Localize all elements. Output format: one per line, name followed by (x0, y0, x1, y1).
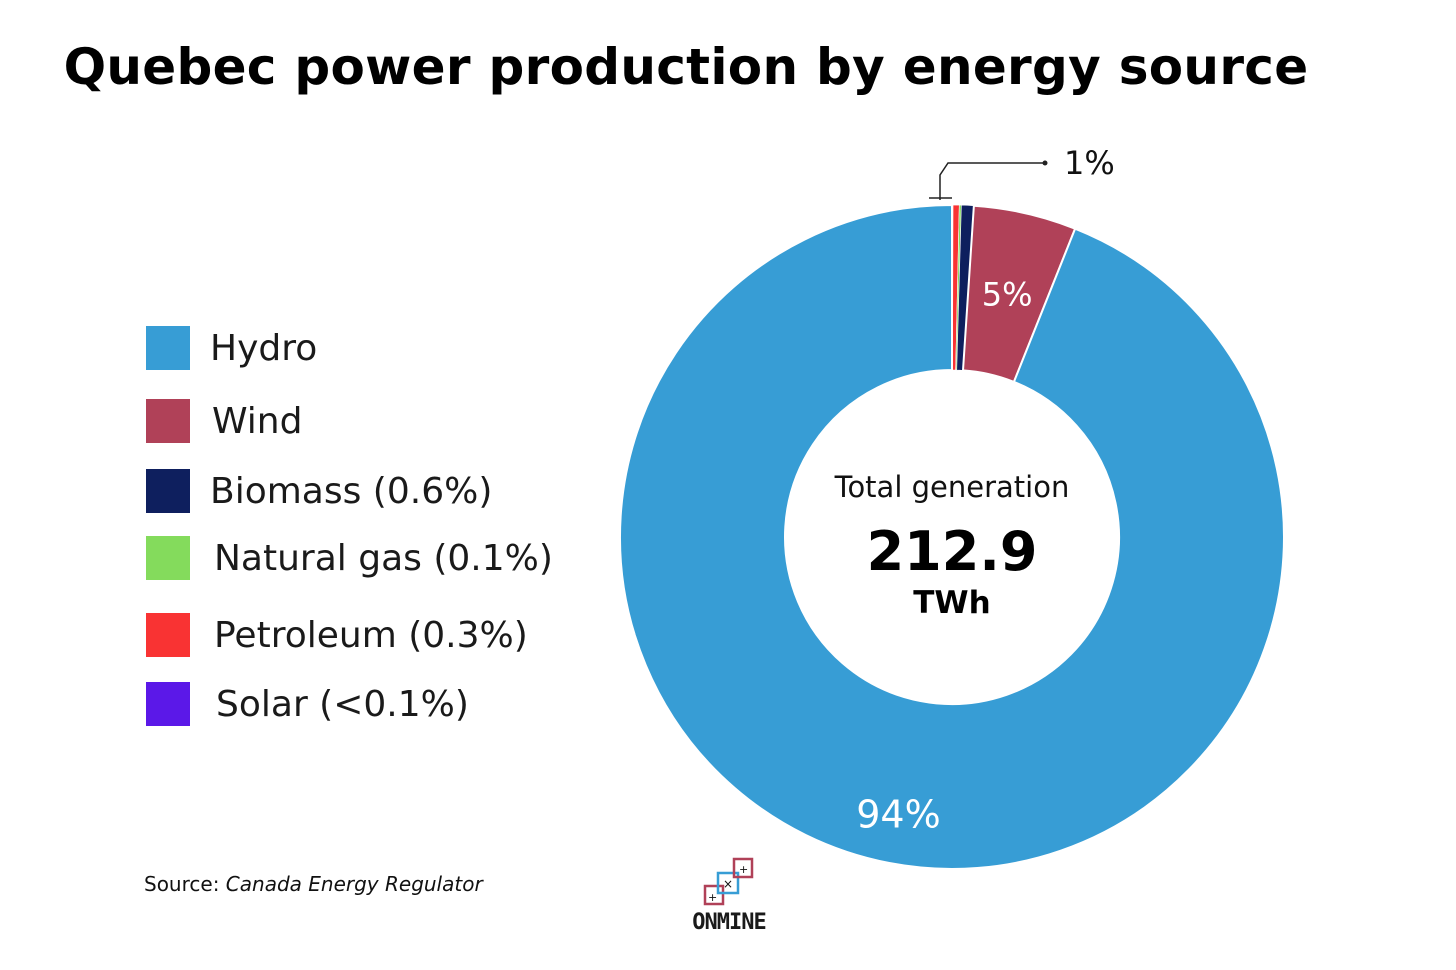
source-prefix: Source: (144, 872, 226, 896)
center-unit: TWh (913, 585, 990, 621)
callout-label: 1% (1064, 144, 1115, 182)
onmine-logo-mark: + × + (703, 857, 754, 906)
source-note: Source: Canada Energy Regulator (144, 872, 483, 896)
legend-swatch-biomass (146, 469, 190, 513)
legend-label-biomass: Biomass (0.6%) (210, 470, 493, 512)
center-caption: Total generation (834, 470, 1070, 504)
chart-title: Quebec power production by energy source (63, 38, 1309, 96)
legend-label-solar: Solar (<0.1%) (216, 683, 469, 725)
legend-swatch-solar (146, 682, 190, 726)
legend-label-natural-gas: Natural gas (0.1%) (214, 537, 553, 579)
legend-item-biomass: Biomass (0.6%) (146, 466, 606, 516)
source-name: Canada Energy Regulator (225, 872, 483, 896)
legend-label-wind: Wind (212, 400, 303, 442)
callout-line (939, 162, 1044, 200)
svg-text:×: × (723, 877, 733, 891)
legend-swatch-wind (146, 399, 190, 443)
center-value: 212.9 (867, 520, 1038, 583)
legend-item-solar: Solar (<0.1%) (146, 679, 606, 729)
slice-hydro (619, 203, 1285, 870)
slice-label-hydro: 94% (856, 792, 940, 836)
onmine-logo: + × + ONMINE (686, 856, 776, 940)
legend-item-petroleum: Petroleum (0.3%) (146, 610, 606, 660)
svg-text:+: + (708, 891, 717, 904)
legend-label-petroleum: Petroleum (0.3%) (214, 614, 528, 656)
legend-item-hydro: Hydro (146, 323, 606, 373)
svg-text:+: + (739, 863, 748, 876)
legend-label-hydro: Hydro (210, 327, 318, 369)
legend-swatch-natural-gas (146, 536, 190, 580)
slice-label-wind: 5% (982, 276, 1033, 314)
legend-item-wind: Wind (146, 396, 606, 446)
legend-item-natural-gas: Natural gas (0.1%) (146, 533, 606, 583)
onmine-logo-text: ONMINE (692, 910, 766, 935)
small-slices-callout: 1% (929, 144, 1115, 200)
legend-swatch-petroleum (146, 613, 190, 657)
legend-swatch-hydro (146, 326, 190, 370)
callout-dot (1042, 160, 1048, 166)
